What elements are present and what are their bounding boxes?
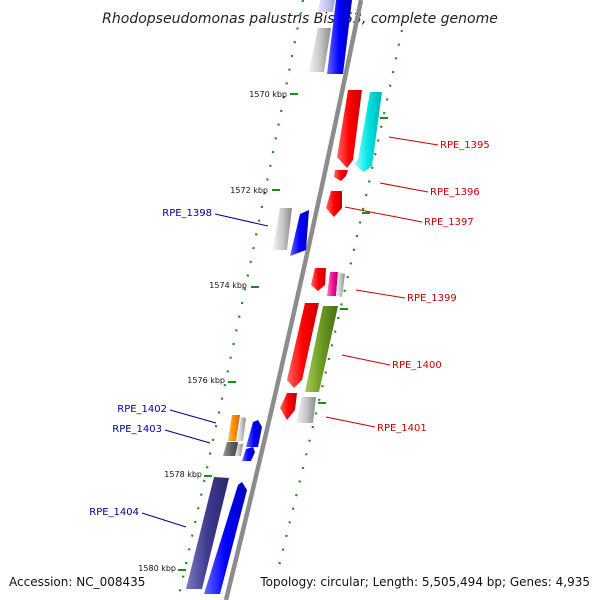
gene-RPE_1399 xyxy=(311,268,326,291)
gene-RPE_1396 xyxy=(334,170,348,181)
gene-label[interactable]: RPE_1404 xyxy=(89,507,139,518)
gene-red-small xyxy=(280,393,297,420)
gene-red-long xyxy=(287,303,319,388)
gene-labels: RPE_1395 RPE_1396 RPE_1397 RPE_1398 RPE_… xyxy=(89,140,490,518)
tick-label: 1572 kbp xyxy=(230,186,268,195)
gene-RPE_1401 xyxy=(296,397,316,423)
tick-label: 1580 kbp xyxy=(138,564,176,573)
gene-RPE_1397 xyxy=(326,191,342,217)
gene-cyan xyxy=(354,92,382,172)
gene-RPE_1403 xyxy=(223,442,238,456)
outer-dotted-track-right xyxy=(276,29,404,571)
gene-label[interactable]: RPE_1395 xyxy=(440,140,490,151)
gene-leader-lines xyxy=(141,136,439,528)
gene-label[interactable]: RPE_1397 xyxy=(424,217,474,228)
gene-RPE_1398-gray xyxy=(273,208,292,250)
gene-pink xyxy=(327,272,338,296)
gene-blue-1403c xyxy=(242,447,255,461)
gene-small-gray xyxy=(336,272,345,297)
gene-label[interactable]: RPE_1401 xyxy=(377,423,427,434)
gene-blue-1402c xyxy=(246,420,262,447)
gene-top-lav xyxy=(318,0,335,12)
kbp-ticks: 1570 kbp 1572 kbp 1574 kbp 1576 kbp 1578… xyxy=(138,90,298,573)
gene-label[interactable]: RPE_1403 xyxy=(112,424,162,435)
gene-label[interactable]: RPE_1399 xyxy=(407,293,457,304)
tick-label: 1574 kbp xyxy=(209,281,247,290)
gene-label[interactable]: RPE_1396 xyxy=(430,187,480,198)
genome-backbone xyxy=(223,0,364,600)
gene-gray-1402b xyxy=(237,417,246,441)
tick-label: 1576 kbp xyxy=(187,376,225,385)
map-title: Rhodopseudomonas palustris BisA53, compl… xyxy=(102,11,498,27)
tick-label: 1578 kbp xyxy=(164,470,202,479)
gene-label[interactable]: RPE_1398 xyxy=(162,208,212,219)
accession-text: Accession: NC_008435 xyxy=(9,575,145,589)
gene-gray-1403b xyxy=(235,444,243,456)
gene-top-gray xyxy=(309,28,331,72)
gene-label[interactable]: RPE_1402 xyxy=(117,404,167,415)
tick-label: 1570 kbp xyxy=(249,90,287,99)
gene-RPE_1400 xyxy=(305,306,338,392)
gene-blue-long xyxy=(204,482,247,594)
gene-top-blue xyxy=(327,0,352,74)
gene-RPE_1404 xyxy=(186,477,229,589)
gene-RPE_1395 xyxy=(337,90,362,168)
gene-RPE_1398-blue xyxy=(290,210,309,256)
outer-dotted-track-left xyxy=(176,0,305,600)
minor-ticks-right xyxy=(318,117,388,404)
gene-label[interactable]: RPE_1400 xyxy=(392,360,442,371)
topology-text: Topology: circular; Length: 5,505,494 bp… xyxy=(259,575,590,589)
gene-RPE_1402 xyxy=(228,415,240,441)
